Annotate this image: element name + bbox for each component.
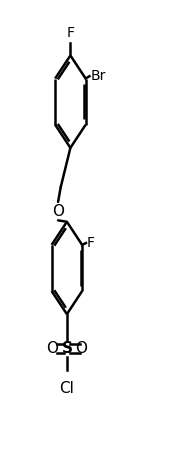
Text: O: O — [76, 341, 87, 356]
Text: Br: Br — [90, 69, 106, 83]
Text: S: S — [61, 341, 72, 356]
Text: Cl: Cl — [59, 381, 74, 396]
Text: O: O — [52, 204, 64, 219]
Text: F: F — [87, 236, 95, 250]
Text: O: O — [46, 341, 58, 356]
Text: F: F — [66, 26, 74, 40]
